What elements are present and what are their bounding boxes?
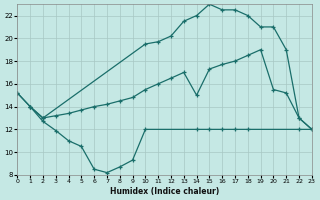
X-axis label: Humidex (Indice chaleur): Humidex (Indice chaleur) xyxy=(110,187,219,196)
